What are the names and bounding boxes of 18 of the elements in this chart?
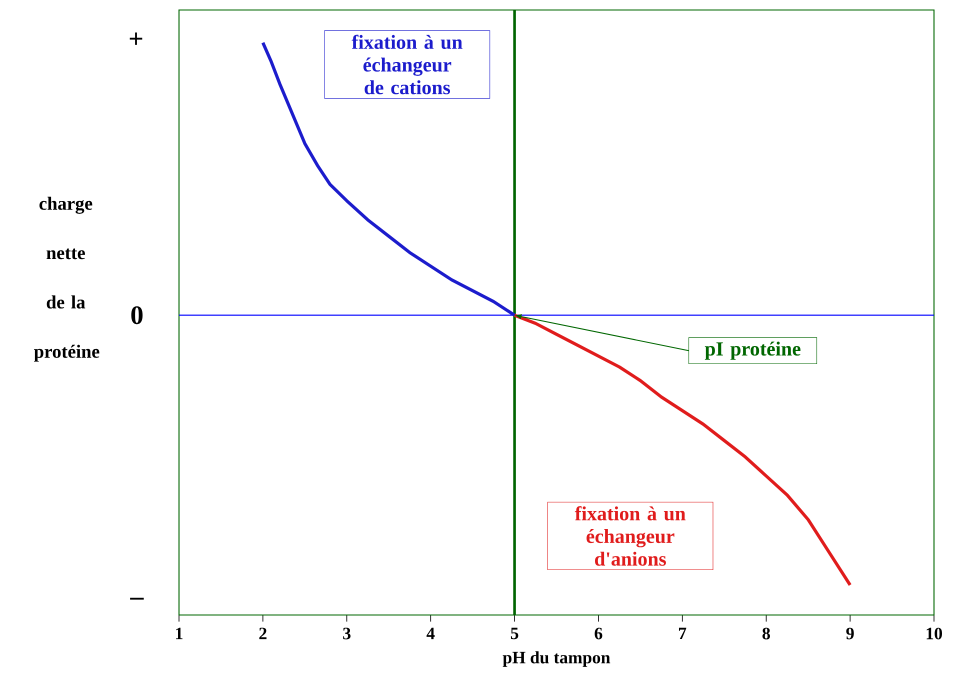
text: charge nette de la protéine [34, 196, 100, 362]
x-axis-title: pH du tampon [502, 651, 610, 667]
x-tick-label: 6 [594, 628, 602, 640]
text: 0 [131, 306, 143, 324]
text: – [130, 598, 144, 600]
x-tick-label: 2 [259, 628, 266, 640]
x-tick-label: 3 [343, 628, 351, 640]
x-tick-label: 1 [176, 628, 182, 640]
annotation: fixation à un échangeur d'anions [574, 506, 686, 566]
text: + [130, 32, 142, 45]
annotation: fixation à un échangeur de cations [352, 34, 462, 94]
x-tick-label: 4 [426, 628, 435, 640]
x-tick-label: 9 [846, 628, 854, 640]
annotation: pI protéine [704, 342, 800, 360]
x-tick-label: 10 [926, 628, 942, 640]
x-tick-label: 8 [762, 628, 770, 640]
x-tick-label: 7 [678, 628, 686, 640]
x-tick-label: 5 [510, 628, 518, 640]
